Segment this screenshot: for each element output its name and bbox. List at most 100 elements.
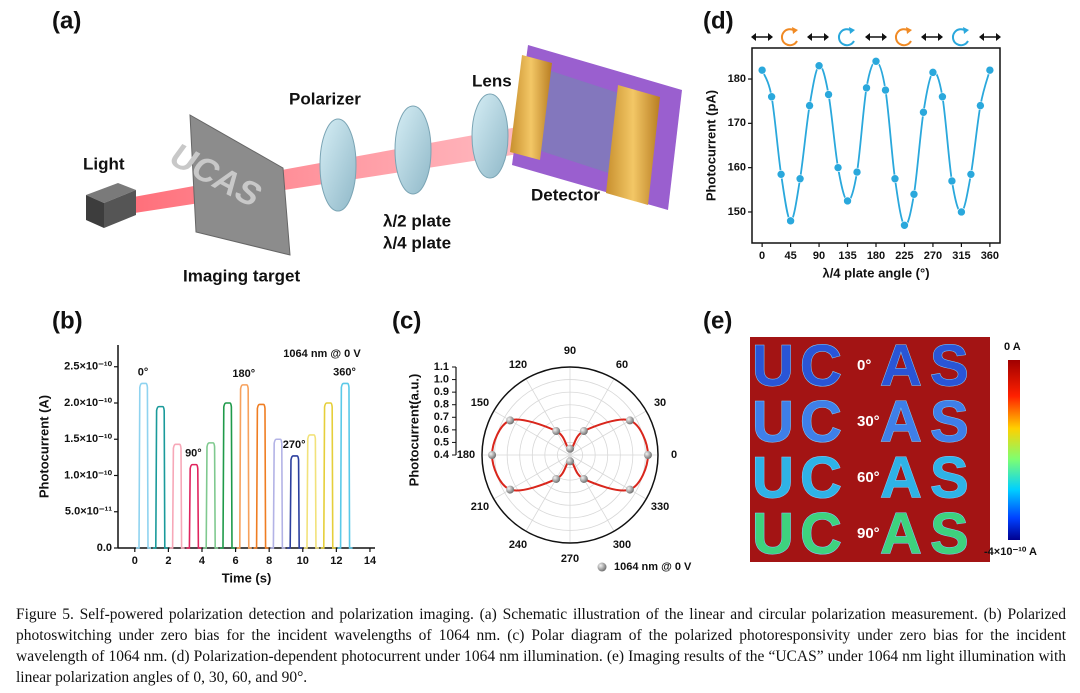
linear-polarization-icon [979,33,1001,41]
pulse [337,382,353,549]
linear-polarization-icon [921,33,943,41]
polarizer [319,118,357,212]
circular-polarization-icon [780,28,798,47]
data-point [843,196,852,206]
circular-polarization-icon [792,27,798,34]
image-letter: A [880,501,922,566]
schematic-label: Polarizer [289,89,361,108]
x-tick-label: 8 [266,555,272,567]
angular-grid [493,454,571,500]
electrode [510,55,552,160]
image-letter: U [752,389,794,454]
colorbar [1008,360,1020,540]
data-point [881,85,890,95]
r-tick-label: 0.9 [434,386,449,398]
y-tick-label: 0.0 [97,542,112,554]
data-point [871,56,881,66]
pulse-label: 90° [185,448,202,460]
r-tick-label: 0.6 [434,424,449,436]
data-point [957,207,966,217]
data-point [566,444,574,453]
colorbar-label: -4×10⁻¹⁰ A [984,546,1037,558]
image-letter: U [752,501,794,566]
schematic-label: Lens [472,71,512,90]
data-point [966,170,976,179]
pulse [152,405,168,549]
x-tick-label: 45 [784,250,796,262]
angle-label: 0° [857,357,871,374]
y-tick-label: 180 [728,73,746,85]
pulse [203,442,219,549]
pulse [270,438,286,549]
angular-grid [569,410,647,456]
angle-tick-label: 30 [654,397,666,409]
data-point [488,451,497,459]
angular-grid [569,454,647,500]
pulse [320,402,336,549]
x-tick-label: 4 [199,555,206,567]
figure: (a) (b) (c) (d) (e) UCAS Light Imaging t… [36,7,1037,585]
r-tick-label: 0.8 [434,399,449,411]
image-letter: C [800,389,842,454]
pulse [186,463,202,549]
data-point [625,416,634,425]
panel-label: (a) [52,7,81,34]
r-tick-label: 1.0 [434,373,449,385]
angle-tick-label: 270 [561,553,579,565]
data-point [579,474,588,483]
schematic-label: Detector [531,185,600,204]
angle-tick-label: 210 [471,501,489,513]
angle-tick-label: 90 [564,345,576,357]
x-tick-label: 135 [838,250,856,262]
image-letter: A [880,445,922,510]
data-point [805,101,814,110]
pulse [219,402,235,549]
x-tick-label: 0 [132,555,138,567]
data-point [985,65,995,75]
data-point [890,174,900,184]
data-point [795,174,805,184]
x-tick-label: 360 [981,250,999,262]
light-source [86,195,104,228]
x-tick-label: 180 [867,250,885,262]
schematic-label: λ/2 plate [383,211,451,230]
data-point [928,68,938,77]
circular-polarization-icon [951,28,969,47]
image-letter: S [930,501,969,566]
data-point [919,107,928,117]
data-point [552,474,561,483]
x-tick-label: 225 [895,250,913,262]
y-tick-label: 1.5×10⁻¹⁰ [64,433,112,445]
angular-grid [569,454,615,532]
legend-marker [597,562,607,572]
y-tick-label: 2.0×10⁻¹⁰ [64,397,112,409]
electrode [606,85,660,205]
x-tick-label: 270 [924,250,942,262]
wave-plate [394,105,432,195]
image-letter: S [930,389,969,454]
angle-label: 60° [857,469,880,486]
image-letter: A [880,389,922,454]
y-axis-label: Photocurrent (pA) [703,90,718,201]
image-background [750,337,990,562]
image-letter: S [930,445,969,510]
lens [471,93,509,179]
x-axis-label: Time (s) [222,570,272,585]
x-tick-label: 0 [759,250,765,262]
data-point [506,416,515,425]
schematic-label: Imaging target [183,266,300,285]
linear-polarization-icon [751,33,773,41]
panel-label: (e) [703,307,732,334]
x-tick-label: 14 [364,555,377,567]
data-point [947,176,957,186]
imaging-result: 0 A -4×10⁻¹⁰ A U C A S0°U C A S30°U C A S60°U C A S9… [750,333,1037,567]
x-tick-label: 10 [297,555,309,567]
light-source [86,183,136,203]
image-letter: S [930,333,969,398]
pulse [303,434,319,549]
linear-polarization-icon [807,33,829,41]
pulse [287,455,303,549]
panel-label: (d) [703,7,734,34]
image-letter: U [752,445,794,510]
